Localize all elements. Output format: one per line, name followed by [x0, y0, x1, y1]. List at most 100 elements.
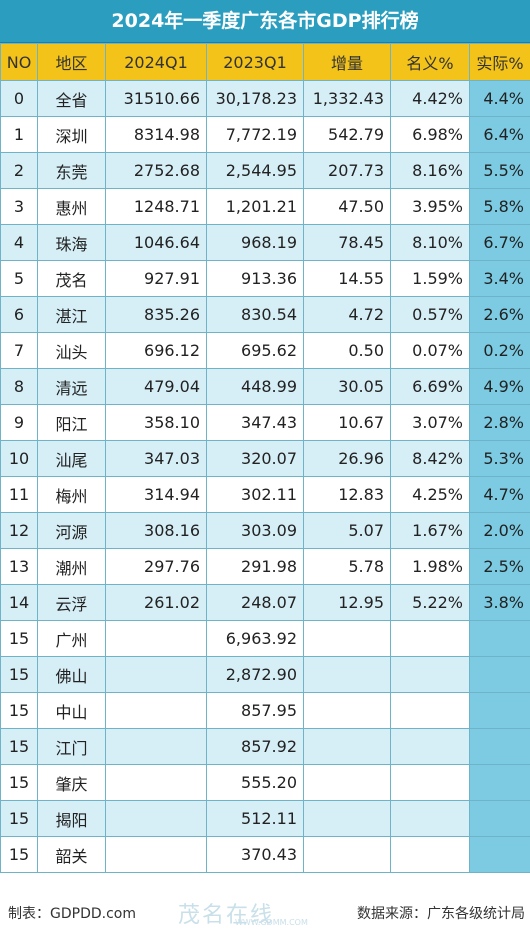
cell-increase: 14.55	[303, 260, 391, 297]
maker-label: 制表：GDPDD.com	[8, 906, 136, 922]
cell-2024q1	[105, 692, 207, 729]
cell-real: 4.9%	[469, 368, 530, 405]
cell-increase: 5.78	[303, 548, 391, 585]
cell-region: 河源	[37, 512, 106, 549]
cell-nominal: 8.42%	[390, 440, 470, 477]
table-row: 15 韶关 370.43	[0, 836, 530, 873]
cell-real	[469, 728, 530, 765]
cell-region: 潮州	[37, 548, 106, 585]
cell-region: 清远	[37, 368, 106, 405]
cell-2023q1: 857.95	[206, 692, 304, 729]
cell-nominal	[390, 692, 470, 729]
cell-2024q1	[105, 800, 207, 837]
cell-nominal	[390, 800, 470, 837]
cell-region: 佛山	[37, 656, 106, 693]
cell-no: 0	[0, 80, 38, 117]
header-row: NO 地区 2024Q1 2023Q1 增量 名义% 实际%	[0, 43, 530, 81]
cell-2024q1: 31510.66	[105, 80, 207, 117]
table-row: 15 佛山 2,872.90	[0, 656, 530, 693]
cell-2024q1: 835.26	[105, 296, 207, 333]
cell-region: 广州	[37, 620, 106, 657]
table-row: 11 梅州 314.94 302.11 12.83 4.25% 4.7%	[0, 476, 530, 513]
cell-2023q1: 830.54	[206, 296, 304, 333]
table-row: 0 全省 31510.66 30,178.23 1,332.43 4.42% 4.4%	[0, 80, 530, 117]
cell-real: 6.7%	[469, 224, 530, 261]
cell-increase: 12.95	[303, 584, 391, 621]
table-row: 7 汕头 696.12 695.62 0.50 0.07% 0.2%	[0, 332, 530, 369]
cell-2023q1: 6,963.92	[206, 620, 304, 657]
cell-increase	[303, 692, 391, 729]
cell-region: 汕尾	[37, 440, 106, 477]
cell-real: 3.8%	[469, 584, 530, 621]
cell-2024q1: 8314.98	[105, 116, 207, 153]
cell-nominal: 8.16%	[390, 152, 470, 189]
cell-no: 13	[0, 548, 38, 585]
cell-real: 2.6%	[469, 296, 530, 333]
source-label: 数据来源：广东各级统计局	[357, 906, 525, 922]
col-header-real: 实际%	[469, 43, 530, 81]
cell-region: 珠海	[37, 224, 106, 261]
cell-nominal	[390, 836, 470, 873]
watermark-url: WWW.GDMM.COM	[235, 918, 308, 927]
cell-nominal: 0.07%	[390, 332, 470, 369]
cell-no: 11	[0, 476, 38, 513]
cell-region: 深圳	[37, 116, 106, 153]
table-row: 9 阳江 358.10 347.43 10.67 3.07% 2.8%	[0, 404, 530, 441]
cell-nominal: 3.07%	[390, 404, 470, 441]
cell-no: 14	[0, 584, 38, 621]
cell-2024q1: 927.91	[105, 260, 207, 297]
table-body: 0 全省 31510.66 30,178.23 1,332.43 4.42% 4.4% 1 深圳…	[0, 80, 530, 873]
cell-real: 5.8%	[469, 188, 530, 225]
cell-no: 8	[0, 368, 38, 405]
cell-region: 汕头	[37, 332, 106, 369]
cell-2024q1: 1046.64	[105, 224, 207, 261]
cell-2023q1: 968.19	[206, 224, 304, 261]
table-row: 8 清远 479.04 448.99 30.05 6.69% 4.9%	[0, 368, 530, 405]
table-row: 13 潮州 297.76 291.98 5.78 1.98% 2.5%	[0, 548, 530, 585]
cell-2023q1: 695.62	[206, 332, 304, 369]
cell-no: 7	[0, 332, 38, 369]
cell-increase: 1,332.43	[303, 80, 391, 117]
cell-increase: 4.72	[303, 296, 391, 333]
page-title: 2024年一季度广东各市GDP排行榜	[0, 0, 530, 43]
cell-region: 东莞	[37, 152, 106, 189]
cell-nominal: 8.10%	[390, 224, 470, 261]
cell-no: 10	[0, 440, 38, 477]
cell-real	[469, 800, 530, 837]
cell-nominal: 4.42%	[390, 80, 470, 117]
cell-increase	[303, 800, 391, 837]
cell-real	[469, 656, 530, 693]
cell-nominal: 6.98%	[390, 116, 470, 153]
cell-no: 3	[0, 188, 38, 225]
table-row: 14 云浮 261.02 248.07 12.95 5.22% 3.8%	[0, 584, 530, 621]
cell-no: 15	[0, 692, 38, 729]
cell-region: 中山	[37, 692, 106, 729]
cell-real: 6.4%	[469, 116, 530, 153]
cell-nominal	[390, 728, 470, 765]
table-row: 1 深圳 8314.98 7,772.19 542.79 6.98% 6.4%	[0, 116, 530, 153]
table-row: 15 揭阳 512.11	[0, 800, 530, 837]
cell-region: 云浮	[37, 584, 106, 621]
cell-2023q1: 555.20	[206, 764, 304, 801]
cell-region: 全省	[37, 80, 106, 117]
cell-no: 6	[0, 296, 38, 333]
col-header-2024q1: 2024Q1	[105, 43, 207, 81]
cell-increase: 78.45	[303, 224, 391, 261]
cell-real: 5.3%	[469, 440, 530, 477]
cell-2023q1: 2,872.90	[206, 656, 304, 693]
cell-2024q1: 479.04	[105, 368, 207, 405]
table-row: 12 河源 308.16 303.09 5.07 1.67% 2.0%	[0, 512, 530, 549]
cell-2024q1: 308.16	[105, 512, 207, 549]
cell-increase: 5.07	[303, 512, 391, 549]
cell-nominal	[390, 764, 470, 801]
cell-increase	[303, 728, 391, 765]
watermark-logo: 茂名在线	[178, 903, 275, 928]
cell-nominal: 3.95%	[390, 188, 470, 225]
cell-nominal: 6.69%	[390, 368, 470, 405]
cell-2024q1: 2752.68	[105, 152, 207, 189]
cell-no: 15	[0, 764, 38, 801]
cell-2023q1: 512.11	[206, 800, 304, 837]
cell-2023q1: 2,544.95	[206, 152, 304, 189]
cell-nominal: 4.25%	[390, 476, 470, 513]
cell-real	[469, 620, 530, 657]
